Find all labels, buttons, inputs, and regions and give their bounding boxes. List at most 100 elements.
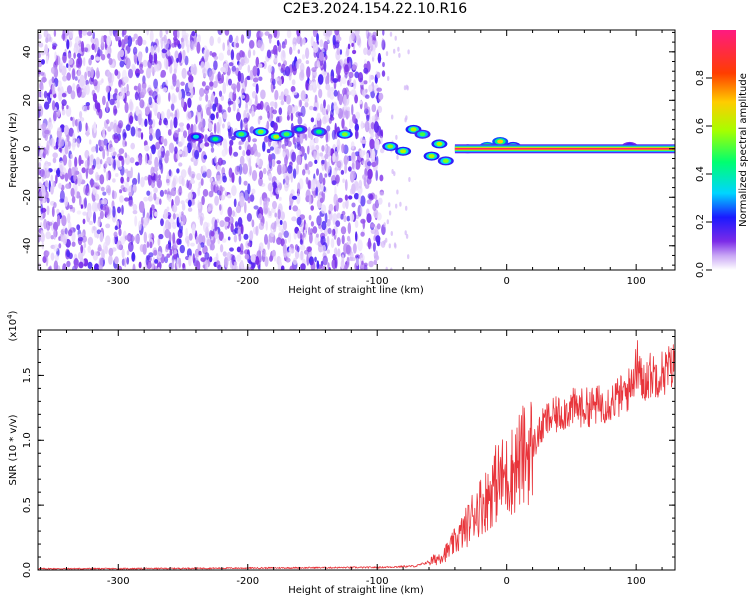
noise-speckle (128, 68, 133, 79)
noise-speckle (365, 94, 370, 99)
noise-speckle (196, 104, 202, 113)
noise-speckle (213, 122, 217, 135)
noise-speckle (314, 256, 317, 263)
noise-speckle (142, 39, 147, 46)
noise-speckle (174, 146, 178, 154)
noise-speckle (146, 241, 150, 249)
noise-speckle (405, 233, 409, 239)
noise-speckle (154, 259, 159, 264)
noise-speckle (61, 209, 64, 216)
noise-speckle (364, 183, 370, 190)
noise-speckle (148, 96, 153, 106)
noise-speckle (68, 229, 73, 237)
spectrogram-x-axis: -300 -200 -100 0 100 (40, 30, 663, 287)
noise-speckle (126, 83, 129, 93)
noise-speckle (215, 252, 219, 263)
noise-speckle (109, 30, 113, 37)
noise-speckle (146, 254, 150, 261)
noise-speckle (155, 128, 161, 141)
noise-speckle (170, 85, 175, 90)
noise-speckle (92, 158, 97, 169)
noise-speckle (124, 180, 129, 193)
noise-speckle (396, 154, 399, 160)
noise-speckle (373, 84, 379, 95)
noise-speckle (45, 144, 50, 156)
noise-speckle (111, 189, 115, 200)
noise-speckle (280, 100, 285, 106)
noise-speckle (76, 86, 82, 98)
noise-speckle (370, 122, 375, 130)
noise-speckle (58, 90, 62, 102)
noise-speckle (137, 51, 143, 63)
noise-speckle (167, 129, 172, 136)
noise-speckle (72, 132, 76, 142)
noise-speckle (42, 197, 46, 203)
noise-speckle (215, 111, 219, 119)
y-tick-label: 0.5 (22, 497, 33, 513)
noise-speckle (403, 85, 407, 91)
noise-speckle (308, 84, 313, 91)
noise-speckle (83, 242, 87, 248)
noise-speckle (137, 172, 140, 185)
noise-speckle (102, 198, 108, 205)
noise-speckle (174, 50, 179, 60)
noise-speckle (350, 257, 356, 262)
noise-speckle (161, 36, 166, 42)
noise-speckle (48, 265, 52, 270)
signal-blob (296, 127, 303, 132)
noise-speckle (292, 91, 298, 96)
noise-speckle (149, 30, 154, 42)
noise-speckle (230, 49, 235, 61)
noise-speckle (64, 227, 68, 235)
noise-speckle (74, 156, 78, 168)
signal-blob (212, 137, 219, 142)
noise-speckle (166, 178, 170, 184)
noise-speckle (79, 195, 82, 206)
noise-speckle (307, 145, 310, 155)
colorbar-ticks: 0.0 0.2 0.4 0.6 0.8 (695, 70, 712, 278)
noise-speckle (204, 142, 210, 147)
noise-speckle (100, 54, 106, 61)
noise-speckle (405, 84, 408, 90)
noise-speckle (285, 94, 291, 105)
noise-speckle (70, 116, 73, 121)
noise-speckle (200, 242, 205, 248)
noise-speckle (87, 236, 94, 246)
noise-speckle (210, 242, 215, 251)
noise-speckle (279, 257, 282, 267)
noise-speckle (324, 35, 330, 41)
noise-speckle (346, 155, 350, 163)
noise-speckle (299, 244, 306, 251)
noise-speckle (312, 42, 319, 54)
noise-speckle (314, 159, 318, 164)
noise-speckle (325, 130, 329, 143)
noise-speckle (227, 100, 234, 105)
noise-speckle (173, 38, 179, 46)
noise-speckle (312, 75, 316, 83)
noise-speckle (266, 49, 272, 59)
noise-speckle (251, 219, 255, 228)
noise-speckle (374, 113, 378, 123)
noise-speckle (389, 31, 393, 37)
noise-speckle (339, 77, 343, 87)
noise-speckle (275, 116, 280, 123)
noise-speckle (43, 218, 47, 230)
noise-speckle (327, 262, 330, 269)
noise-speckle (212, 81, 218, 88)
noise-speckle (350, 151, 356, 163)
noise-speckle (156, 178, 162, 189)
snr-x-label: Height of straight line (km) (288, 585, 424, 596)
noise-speckle (226, 75, 229, 87)
noise-speckle (130, 126, 136, 137)
noise-speckle (385, 51, 389, 57)
noise-speckle (373, 259, 378, 265)
noise-speckle (352, 49, 357, 55)
noise-speckle (336, 47, 341, 56)
noise-speckle (65, 183, 71, 189)
noise-speckle (106, 35, 112, 47)
noise-speckle (374, 194, 378, 200)
noise-speckle (328, 267, 331, 270)
noise-speckle (312, 30, 317, 38)
noise-speckle (243, 180, 248, 186)
noise-speckle (153, 249, 158, 256)
